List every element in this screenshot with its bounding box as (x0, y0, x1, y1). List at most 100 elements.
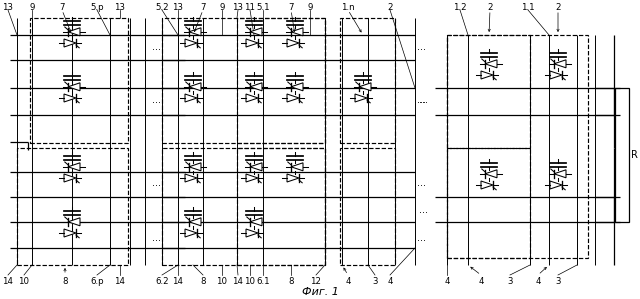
Polygon shape (185, 94, 197, 102)
Polygon shape (355, 94, 367, 102)
Bar (447, 35, 530, 148)
Bar (447, 35, 588, 258)
Text: 6.p: 6.p (90, 277, 104, 286)
Polygon shape (250, 83, 262, 91)
Polygon shape (246, 229, 258, 237)
Bar (340, 18, 395, 143)
Text: 14: 14 (115, 277, 125, 286)
Text: 4: 4 (345, 277, 351, 286)
Polygon shape (64, 174, 76, 182)
Polygon shape (554, 60, 566, 68)
Bar (162, 18, 325, 143)
Text: 8: 8 (200, 277, 205, 286)
Polygon shape (359, 83, 371, 91)
Bar (340, 148, 395, 265)
Text: 9: 9 (220, 2, 225, 11)
Text: ...: ... (419, 95, 428, 105)
Text: 7: 7 (200, 2, 205, 11)
Text: 6.1: 6.1 (256, 277, 270, 286)
Text: 10: 10 (216, 277, 227, 286)
Text: 12: 12 (310, 277, 321, 286)
Text: 14: 14 (232, 277, 243, 286)
Polygon shape (185, 174, 197, 182)
Polygon shape (554, 170, 566, 178)
Bar (237, 18, 325, 143)
Polygon shape (291, 163, 303, 171)
Polygon shape (550, 181, 562, 189)
Polygon shape (246, 94, 258, 102)
Polygon shape (189, 28, 201, 36)
Text: 4: 4 (387, 277, 393, 286)
Text: ...: ... (417, 178, 426, 188)
Bar (615, 88, 629, 222)
Text: ...: ... (152, 178, 161, 188)
Polygon shape (250, 28, 262, 36)
Bar (162, 148, 325, 265)
Polygon shape (68, 163, 80, 171)
Text: 4: 4 (478, 277, 484, 286)
Text: 8: 8 (62, 277, 68, 286)
Text: 10: 10 (244, 277, 255, 286)
Polygon shape (189, 83, 201, 91)
Polygon shape (291, 83, 303, 91)
Text: 13: 13 (115, 2, 125, 11)
Text: 4: 4 (444, 277, 450, 286)
Text: 7: 7 (288, 2, 294, 11)
Polygon shape (64, 94, 76, 102)
Text: ...: ... (152, 42, 161, 52)
Text: 1.1: 1.1 (521, 2, 535, 11)
Text: ...: ... (417, 95, 426, 105)
Text: 3: 3 (508, 277, 513, 286)
Polygon shape (250, 163, 262, 171)
Polygon shape (481, 71, 493, 79)
Text: ...: ... (152, 95, 161, 105)
Text: ...: ... (419, 205, 428, 215)
Text: ...: ... (152, 233, 161, 243)
Text: 5.2: 5.2 (155, 2, 169, 11)
Bar (30, 18, 128, 143)
Text: 2: 2 (556, 2, 561, 11)
Text: 14: 14 (173, 277, 184, 286)
Text: 10: 10 (19, 277, 29, 286)
Polygon shape (287, 94, 299, 102)
Text: ...: ... (417, 42, 426, 52)
Polygon shape (68, 83, 80, 91)
Polygon shape (291, 28, 303, 36)
Text: ...: ... (417, 233, 426, 243)
Polygon shape (68, 28, 80, 36)
Bar (17, 148, 128, 265)
Polygon shape (68, 218, 80, 226)
Polygon shape (185, 229, 197, 237)
Polygon shape (185, 39, 197, 47)
Text: 7: 7 (60, 2, 65, 11)
Bar (237, 148, 325, 265)
Polygon shape (246, 39, 258, 47)
Text: 11: 11 (244, 2, 255, 11)
Text: Фиг. 1: Фиг. 1 (301, 287, 339, 297)
Text: 3: 3 (372, 277, 378, 286)
Polygon shape (250, 218, 262, 226)
Text: 5.p: 5.p (90, 2, 104, 11)
Polygon shape (481, 181, 493, 189)
Text: 13: 13 (173, 2, 184, 11)
Bar (447, 148, 530, 258)
Text: 5.1: 5.1 (256, 2, 270, 11)
Text: 13: 13 (232, 2, 243, 11)
Polygon shape (189, 218, 201, 226)
Text: 2: 2 (387, 2, 393, 11)
Polygon shape (246, 174, 258, 182)
Polygon shape (64, 229, 76, 237)
Text: 3: 3 (556, 277, 561, 286)
Polygon shape (64, 39, 76, 47)
Polygon shape (287, 174, 299, 182)
Polygon shape (189, 163, 201, 171)
Text: 6.2: 6.2 (155, 277, 169, 286)
Text: 9: 9 (307, 2, 313, 11)
Text: R: R (631, 150, 638, 160)
Text: 8: 8 (288, 277, 294, 286)
Polygon shape (485, 170, 497, 178)
Polygon shape (287, 39, 299, 47)
Polygon shape (550, 71, 562, 79)
Text: 13: 13 (3, 2, 13, 11)
Text: 4: 4 (535, 277, 541, 286)
